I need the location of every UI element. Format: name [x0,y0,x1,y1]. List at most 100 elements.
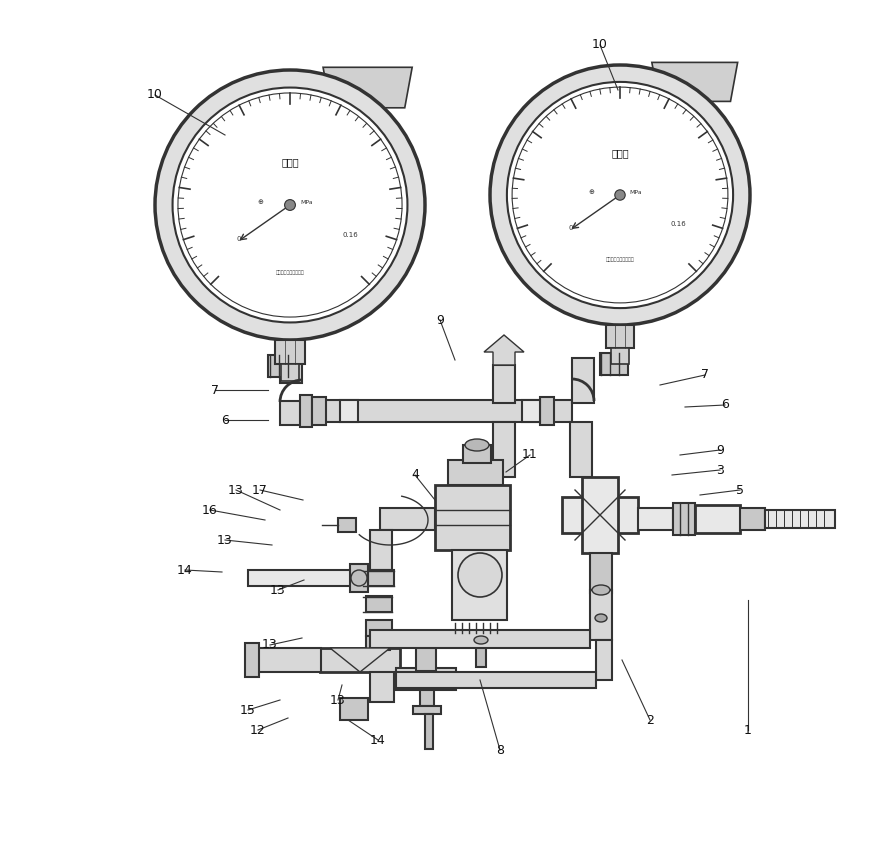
Bar [420,690,434,706]
Bar [416,643,436,671]
Text: 3: 3 [716,463,724,477]
Bar [590,590,612,640]
Bar [370,530,392,570]
Text: 11: 11 [522,448,538,461]
Text: 4: 4 [411,468,419,481]
Text: ⊕: ⊕ [589,189,594,195]
Circle shape [284,200,296,211]
Bar [320,648,400,672]
Bar [472,633,490,647]
Bar [350,564,368,592]
Text: 12: 12 [250,723,266,736]
Bar [312,397,326,425]
Bar [765,510,835,528]
Text: 允许使用范围制造公司: 允许使用范围制造公司 [606,257,634,263]
Text: 13: 13 [330,694,345,707]
Bar [572,358,594,403]
Bar [380,508,435,530]
Polygon shape [323,67,412,108]
Circle shape [351,570,367,586]
Bar [370,630,590,648]
Bar [396,668,456,690]
Text: 0: 0 [568,225,573,231]
Text: 9: 9 [436,314,444,327]
Text: 0.16: 0.16 [670,220,686,226]
Text: 允许使用范围制造公司: 允许使用范围制造公司 [275,270,305,275]
Bar [595,593,607,618]
Bar [582,477,618,553]
Bar [493,422,515,477]
Bar [448,460,503,485]
Bar [368,570,394,586]
Text: 17: 17 [252,484,268,497]
Bar [281,365,299,380]
Bar [425,714,433,749]
Bar [740,508,765,530]
Bar [606,325,634,348]
Text: 10: 10 [147,88,163,101]
Bar [300,395,312,427]
Circle shape [458,553,502,597]
Circle shape [507,82,733,308]
Text: 14: 14 [370,734,386,746]
Polygon shape [652,62,738,101]
Bar [540,397,554,425]
Circle shape [490,65,750,325]
Bar [611,348,629,364]
Bar [248,570,366,586]
Text: 8: 8 [496,744,504,757]
Text: 10: 10 [592,39,608,52]
Text: MPa: MPa [630,190,642,195]
Bar [280,401,302,425]
Text: 7: 7 [211,384,219,397]
Text: 6: 6 [221,414,229,427]
Text: MPa: MPa [300,200,313,205]
Text: 5: 5 [736,484,744,497]
Text: 1: 1 [744,723,752,736]
Bar [366,596,392,612]
Ellipse shape [592,585,610,595]
Bar [638,508,673,530]
Text: 压力表: 压力表 [281,156,299,167]
Bar [596,640,612,680]
Bar [302,400,572,422]
Text: 13: 13 [270,583,286,596]
Text: 13: 13 [218,533,233,547]
Bar [522,400,540,422]
Text: 压力表: 压力表 [611,149,629,158]
Bar [280,355,302,383]
Text: 15: 15 [240,703,256,716]
Circle shape [512,87,728,303]
Text: 13: 13 [228,484,244,497]
Bar [245,643,259,677]
Bar [340,400,358,422]
Bar [600,353,628,375]
Bar [695,505,740,533]
Bar [570,422,592,477]
Bar [452,550,507,620]
Bar [463,445,491,463]
Bar [476,647,486,667]
Bar [366,620,392,636]
Polygon shape [330,648,390,672]
Bar [338,518,356,532]
Ellipse shape [474,636,488,644]
Bar [493,365,515,403]
Text: 14: 14 [177,563,193,576]
Bar [275,340,305,365]
Polygon shape [484,335,524,365]
Text: 0: 0 [236,236,241,242]
Bar [256,648,321,672]
Text: 13: 13 [262,638,278,651]
Circle shape [155,70,425,340]
Ellipse shape [465,439,489,451]
Text: 2: 2 [646,714,654,727]
Bar [366,636,390,650]
Bar [435,485,510,550]
Text: 9: 9 [716,443,724,456]
Text: 6: 6 [721,398,729,411]
Bar [268,355,296,377]
Bar [673,503,695,535]
Bar [562,497,638,533]
Text: ⊕: ⊕ [258,200,263,206]
